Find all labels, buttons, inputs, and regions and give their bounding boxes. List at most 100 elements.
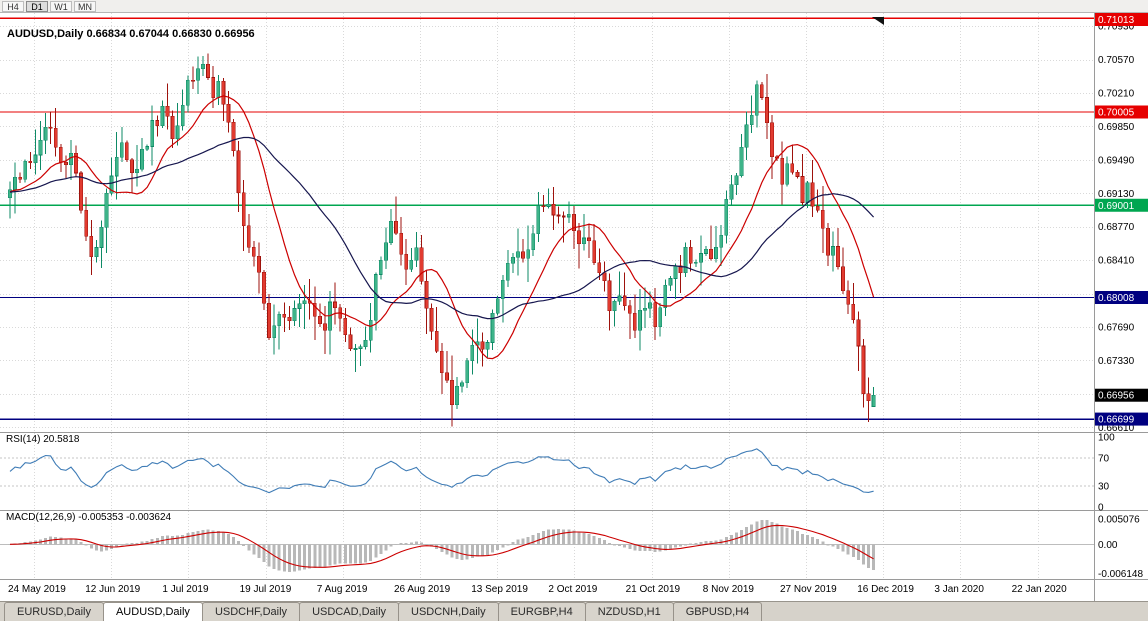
candle-body [18,176,23,180]
price-badge-label: 0.69001 [1098,201,1135,212]
macd-histogram-bar [811,537,815,545]
macd-histogram-bar [125,543,129,545]
macd-histogram-bar [145,540,149,545]
macd-histogram-bar [668,544,672,549]
price-tick-label: 0.68770 [1098,222,1135,233]
candle-body [63,161,68,166]
chart-tab-nzdusd-h1[interactable]: NZDUSD,H1 [584,602,674,621]
candle-body [439,350,444,374]
candle-body [820,209,825,229]
candle-body [353,348,358,350]
candle-body [119,142,124,158]
chart-tab-eurusd-daily[interactable]: EURUSD,Daily [4,602,104,621]
chart-tab-eurgbp-h4[interactable]: EURGBP,H4 [497,602,586,621]
candle-body [856,319,861,347]
macd-histogram-bar [262,544,266,562]
macd-histogram-bar [673,544,677,548]
chart-tab-audusd-daily[interactable]: AUDUSD,Daily [102,602,203,621]
date-axis-label: 19 Jul 2019 [240,584,292,595]
timeframe-button-mn[interactable]: MN [74,0,96,12]
macd-histogram-bar [201,529,205,545]
macd-histogram-bar [196,530,200,545]
candle-body [587,237,592,242]
candle-body [668,278,673,286]
chart-tab-gbpusd-h4[interactable]: GBPUSD,H4 [672,602,763,621]
candle-body [612,300,617,311]
macd-histogram-bar [308,544,312,569]
price-tick-label: 0.69130 [1098,189,1135,200]
macd-histogram-bar [760,519,764,545]
macd-histogram-bar [79,542,83,545]
candle-body [511,256,515,264]
macd-histogram-bar [267,544,271,567]
date-axis-label: 24 May 2019 [8,584,66,595]
price-badge-label: 0.68008 [1098,293,1135,304]
candle-body [58,146,63,163]
candle-body [348,334,353,350]
candle-body [607,280,612,311]
candle-body [795,171,800,177]
macd-histogram-bar [597,538,601,545]
candle-body [480,341,485,350]
price-level-badge [1095,198,1148,212]
candle-body [536,205,541,234]
price-tick-label: 0.69490 [1098,155,1135,166]
candle-body [99,226,104,248]
rsi-tick-label: 30 [1098,482,1110,493]
macd-histogram-bar [851,544,855,558]
macd-histogram-bar [252,544,256,555]
date-axis-label: 27 Nov 2019 [780,584,837,595]
candle-body [297,303,302,309]
candle-body [693,261,698,264]
chart-tab-usdchf-daily[interactable]: USDCHF,Daily [201,602,301,621]
candle-body [638,309,642,331]
price-level-badge [1095,388,1148,402]
candle-body [597,262,602,274]
macd-histogram-bar [150,538,154,545]
candle-body [825,227,830,256]
candle-body [399,232,404,255]
candle-body [622,295,627,307]
macd-histogram-bar [74,539,78,545]
candle-body [577,230,581,245]
candle-body [434,330,439,352]
candle-body [373,274,378,321]
candle-body [709,249,713,259]
level-lines-layer [0,17,1094,420]
macd-histogram-bar [465,544,469,560]
candle-body [140,148,144,170]
macd-histogram-bar [69,538,73,545]
macd-histogram-bar [257,544,261,558]
candle-body [566,213,571,218]
macd-histogram-bar [572,530,576,545]
macd-histogram-bar [475,544,479,557]
macd-histogram-bar [313,544,317,568]
macd-histogram-bar [745,527,749,545]
price-chart-canvas[interactable]: 0.70930 0.70570 0.70210 0.69850 0.69490 0.691… [0,13,1148,601]
date-axis-label: 16 Dec 2019 [857,584,914,595]
timeframe-button-d1[interactable]: D1 [26,0,48,12]
macd-histogram-bar [130,543,134,545]
candle-body [84,209,89,237]
candle-body [653,302,658,327]
candle-body [500,279,505,299]
candle-body [790,163,795,173]
macd-histogram-bar [628,544,632,549]
candle-body [490,312,495,343]
macd-histogram-bar [318,544,322,568]
candle-body [109,175,114,194]
chart-tab-usdcad-daily[interactable]: USDCAD,Daily [299,602,400,621]
ma-fast-line [9,95,875,360]
macd-histogram-bar [785,527,789,545]
candle-body [272,325,277,338]
chart-shift-marker-icon[interactable] [872,17,884,25]
macd-histogram-bar [323,544,327,568]
macd-histogram-bar [872,544,876,571]
date-axis-label: 8 Nov 2019 [703,584,755,595]
candle-body [165,105,170,117]
chart-tab-usdcnh-daily[interactable]: USDCNH,Daily [398,602,499,621]
timeframe-button-h4[interactable]: H4 [2,0,24,12]
macd-histogram-bar [643,544,647,552]
chart-window: 0.70930 0.70570 0.70210 0.69850 0.69490 0.691… [0,13,1148,601]
timeframe-button-w1[interactable]: W1 [50,0,72,12]
